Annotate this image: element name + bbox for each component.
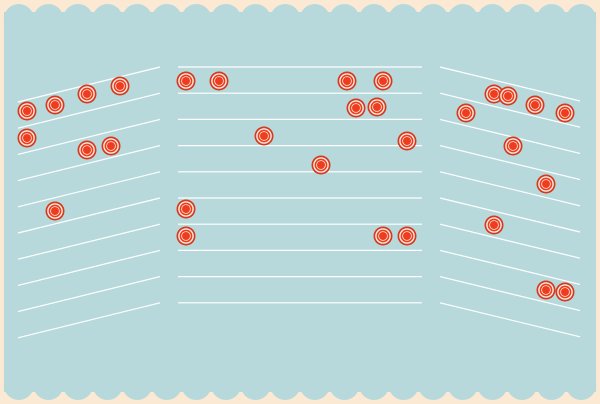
right-peg[interactable] [484, 84, 504, 104]
board-fill [4, 19, 596, 385]
right-peg[interactable] [525, 95, 545, 115]
peg-core [379, 77, 387, 85]
right-peg[interactable] [484, 215, 504, 235]
peg-core [23, 134, 31, 142]
peg-core [531, 101, 539, 109]
right-panel-line [439, 66, 581, 102]
peg-core [182, 232, 190, 240]
left-panel-line [17, 302, 161, 339]
center-peg[interactable] [373, 71, 393, 91]
center-peg[interactable] [311, 155, 331, 175]
left-peg[interactable] [17, 128, 37, 148]
left-panel-line [17, 145, 161, 182]
center-peg[interactable] [367, 97, 387, 117]
center-peg[interactable] [209, 71, 229, 91]
peg-core [373, 103, 381, 111]
peg-core [462, 109, 470, 117]
peg-core [51, 207, 59, 215]
right-panel-line [439, 171, 581, 207]
right-peg[interactable] [498, 86, 518, 106]
center-peg[interactable] [176, 199, 196, 219]
peg-core [107, 142, 115, 150]
peg-core [561, 288, 569, 296]
center-peg[interactable] [176, 71, 196, 91]
peg-core [379, 232, 387, 240]
right-peg[interactable] [555, 103, 575, 123]
peg-core [83, 90, 91, 98]
right-panel-line [439, 145, 581, 181]
right-panel-line [439, 276, 581, 312]
right-peg[interactable] [503, 136, 523, 156]
center-panel-lines [178, 66, 422, 304]
peg-core [542, 286, 550, 294]
right-panel-line [439, 249, 581, 285]
board-surface [3, 4, 597, 400]
left-peg[interactable] [77, 84, 97, 104]
peg-core [403, 137, 411, 145]
peg-core [352, 104, 360, 112]
peg-core [23, 107, 31, 115]
left-peg[interactable] [101, 136, 121, 156]
right-panel-lines [439, 66, 581, 338]
peg-core [504, 92, 512, 100]
left-panel-lines [17, 66, 161, 339]
right-panel-line [439, 92, 581, 128]
right-peg[interactable] [536, 280, 556, 300]
left-peg[interactable] [45, 201, 65, 221]
right-panel-line [439, 302, 581, 338]
peg-core [490, 221, 498, 229]
peg-core [490, 90, 498, 98]
center-peg[interactable] [397, 226, 417, 246]
peg-core [215, 77, 223, 85]
center-peg[interactable] [373, 226, 393, 246]
left-panel-line [17, 249, 161, 286]
left-panel-line [17, 223, 161, 260]
peg-core [403, 232, 411, 240]
right-panel-line [439, 118, 581, 154]
peg-core [182, 205, 190, 213]
peg-core [561, 109, 569, 117]
left-panel-line [17, 171, 161, 208]
center-peg[interactable] [176, 226, 196, 246]
pegs-layer [17, 71, 575, 302]
center-peg[interactable] [254, 126, 274, 146]
left-panel-line [17, 118, 161, 155]
peg-core [509, 142, 517, 150]
peg-core [260, 132, 268, 140]
peg-core [317, 161, 325, 169]
left-panel-line [17, 197, 161, 234]
peg-core [542, 180, 550, 188]
left-peg[interactable] [110, 76, 130, 96]
peg-core [343, 77, 351, 85]
right-panel-line [439, 223, 581, 259]
left-peg[interactable] [45, 95, 65, 115]
center-peg[interactable] [346, 98, 366, 118]
center-peg[interactable] [337, 71, 357, 91]
peg-core [83, 146, 91, 154]
peg-core [51, 101, 59, 109]
left-panel-line [17, 276, 161, 313]
peg-core [116, 82, 124, 90]
right-peg[interactable] [536, 174, 556, 194]
peg-core [182, 77, 190, 85]
left-panel-line [17, 66, 161, 103]
right-peg[interactable] [456, 103, 476, 123]
left-peg[interactable] [17, 101, 37, 121]
right-panel-line [439, 197, 581, 233]
left-peg[interactable] [77, 140, 97, 160]
right-peg[interactable] [555, 282, 575, 302]
left-panel-line [17, 92, 161, 129]
center-peg[interactable] [397, 131, 417, 151]
